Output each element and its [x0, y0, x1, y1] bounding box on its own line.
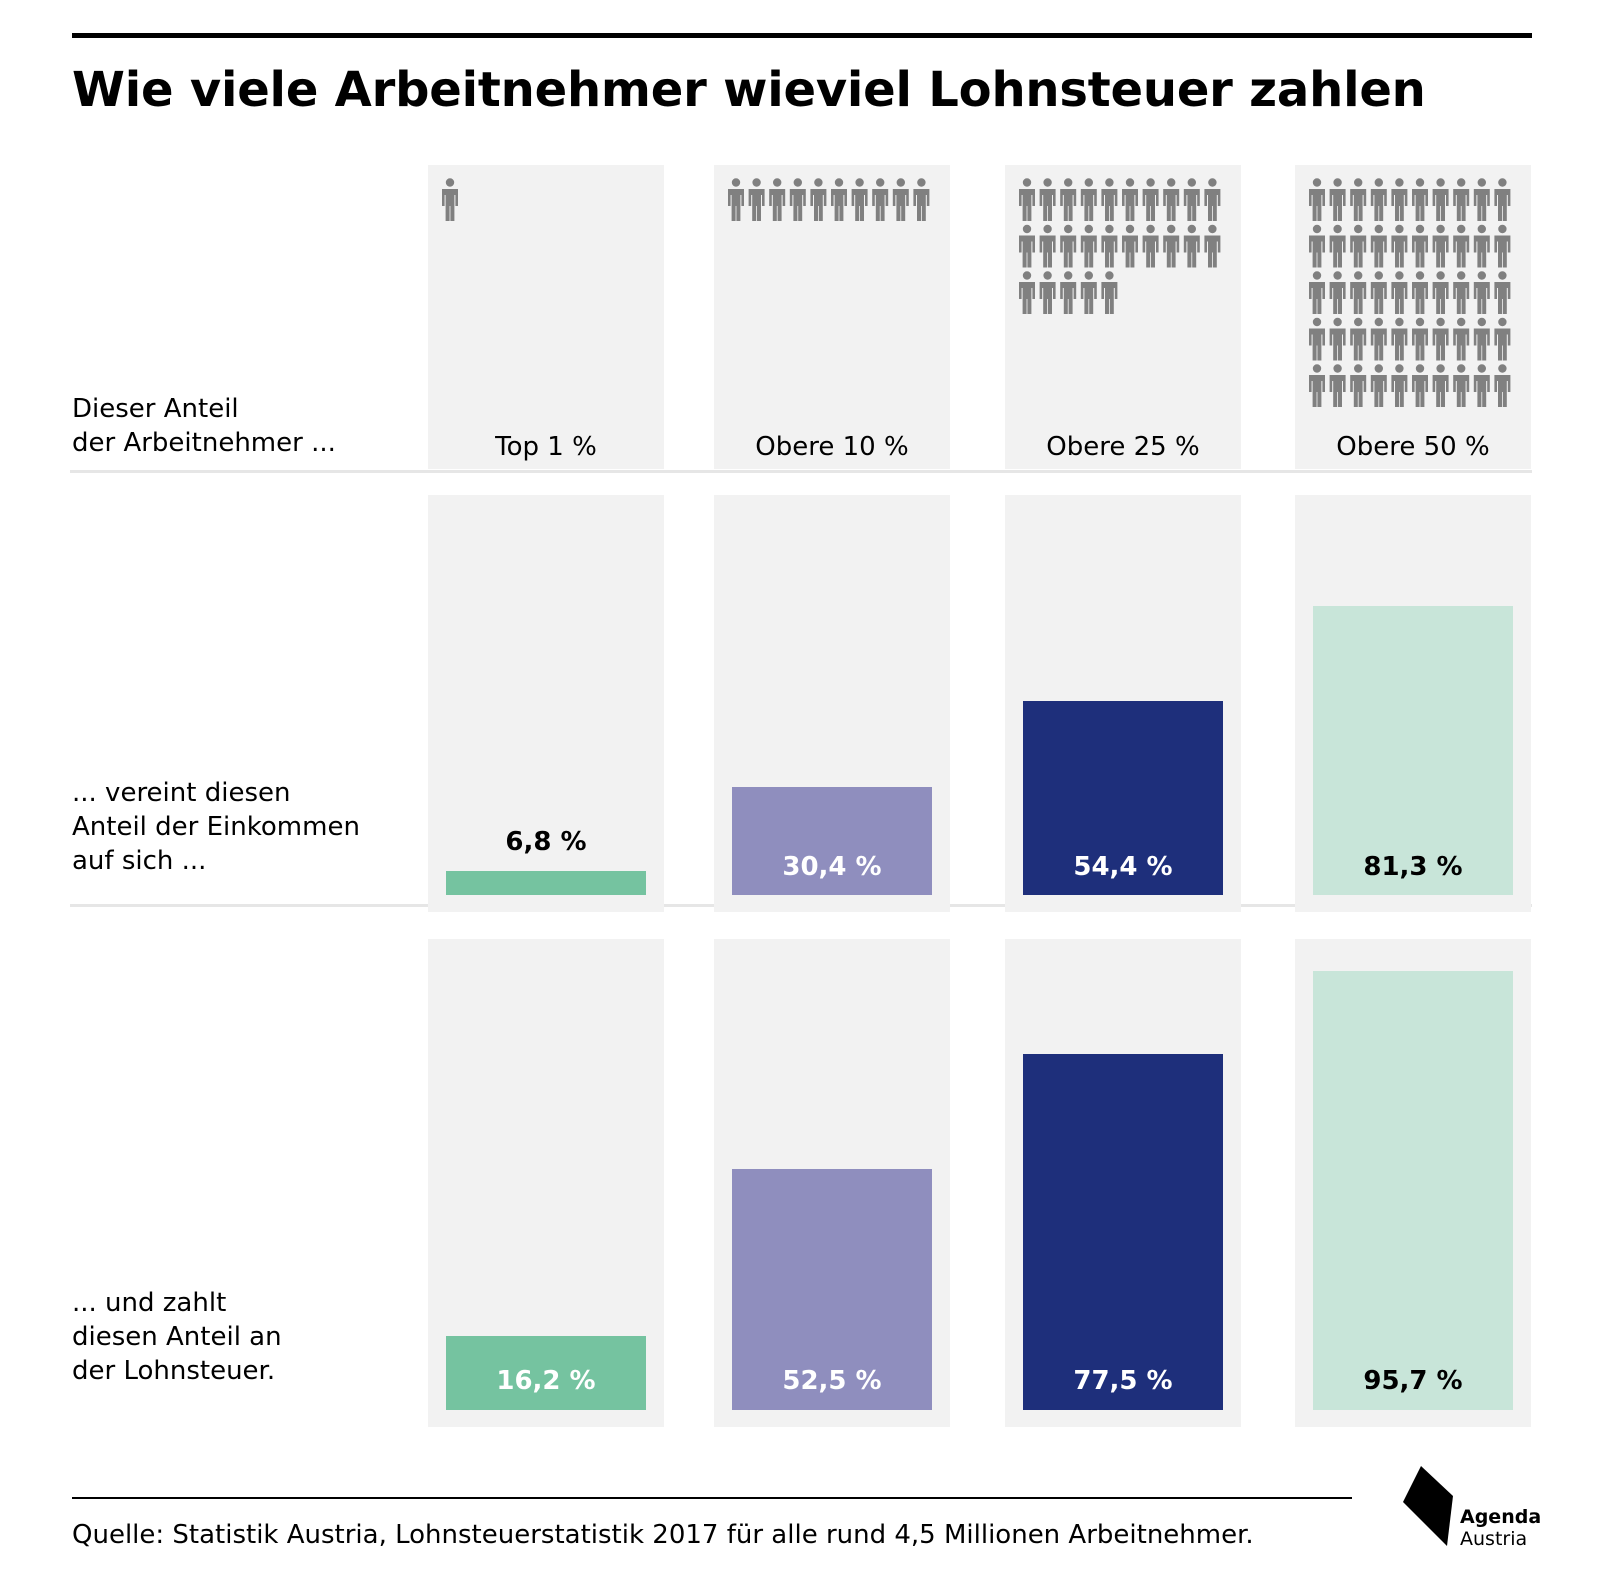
bottom-rule: [72, 1497, 1352, 1499]
logo-text-austria: Austria: [1460, 1528, 1528, 1550]
panel-row2-top1: [428, 495, 664, 912]
source-note: Quelle: Statistik Austria, Lohnsteuersta…: [72, 1520, 1254, 1550]
data-label-tax-top25: 77,5 %: [1073, 1366, 1173, 1396]
bar-tax-top10: [732, 1169, 932, 1410]
bar-tax-top1: [446, 1335, 646, 1410]
category-label-top10: Obere 10 %: [755, 432, 909, 462]
panel-row1-top1: [428, 165, 664, 469]
agenda-austria-logo-icon: [1403, 1466, 1453, 1546]
panel-row1-top25: [1005, 165, 1241, 469]
row-label-tax: ... und zahlt diesen Anteil an der Lohns…: [72, 1288, 282, 1386]
data-label-tax-top10: 52,5 %: [782, 1366, 882, 1396]
top-rule: [72, 33, 1532, 38]
logo-text-agenda: Agenda: [1460, 1506, 1542, 1528]
data-label-income-top1: 6,8 %: [505, 826, 587, 857]
row-label-employees: Dieser Anteil der Arbeitnehmer ...: [72, 394, 336, 458]
bar-income-top25: [1023, 701, 1223, 895]
data-label-income-top25: 54,4 %: [1073, 852, 1173, 882]
panel-row1-top50: [1295, 165, 1531, 469]
data-label-tax-top50: 95,7 %: [1363, 1366, 1463, 1396]
panel-row1-top10: [714, 165, 950, 469]
bar-income-top10: [732, 786, 932, 895]
row-divider-1: [70, 470, 1532, 473]
bar-income-top50: [1313, 605, 1513, 895]
data-label-tax-top1: 16,2 %: [496, 1366, 596, 1396]
chart-title: Wie viele Arbeitnehmer wieviel Lohnsteue…: [72, 62, 1426, 118]
category-label-top25: Obere 25 %: [1046, 432, 1200, 462]
bar-tax-top25: [1023, 1054, 1223, 1410]
category-label-top50: Obere 50 %: [1336, 432, 1490, 462]
data-label-income-top50: 81,3 %: [1363, 852, 1463, 882]
row-label-income: ... vereint diesen Anteil der Einkommen …: [72, 778, 360, 876]
bar-tax-top50: [1313, 970, 1513, 1410]
data-label-income-top10: 30,4 %: [782, 852, 882, 882]
category-label-top1: Top 1 %: [495, 432, 597, 462]
bar-income-top1: [446, 870, 646, 895]
